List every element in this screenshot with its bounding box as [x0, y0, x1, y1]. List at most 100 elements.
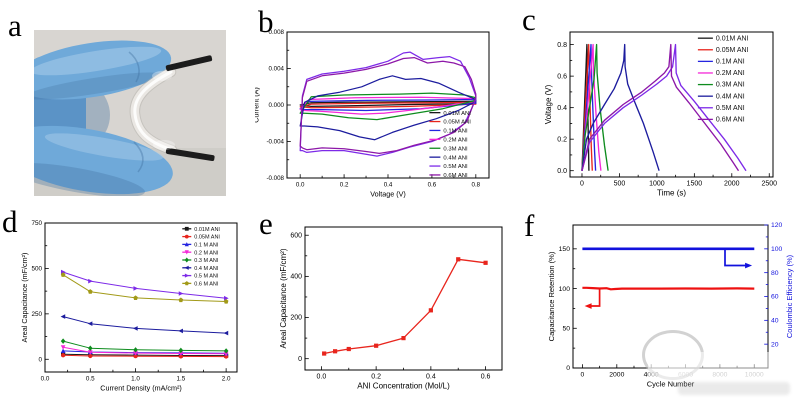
panel-c-label: c [522, 2, 536, 37]
svg-text:Voltage (V): Voltage (V) [370, 190, 406, 199]
svg-text:6000: 6000 [678, 372, 693, 379]
svg-text:Current Density (mA/cm²): Current Density (mA/cm²) [100, 384, 181, 393]
svg-text:120: 120 [771, 222, 783, 229]
svg-text:0.4M ANI: 0.4M ANI [716, 93, 745, 100]
svg-text:0.0: 0.0 [296, 182, 305, 189]
svg-text:20: 20 [771, 341, 779, 348]
svg-text:0: 0 [581, 372, 585, 379]
svg-text:0.1 M ANI: 0.1 M ANI [194, 242, 219, 248]
svg-text:100: 100 [559, 286, 571, 293]
svg-text:0.3 M ANI: 0.3 M ANI [194, 258, 219, 264]
svg-text:0.6M ANI: 0.6M ANI [443, 173, 468, 179]
svg-text:100: 100 [771, 246, 783, 253]
index-finger-shade [24, 72, 164, 100]
svg-text:0.01M ANI: 0.01M ANI [443, 111, 471, 117]
gcd-chart: 0 500 1000 1500 2000 2500 0.0 0.2 0.4 0.6 0.8 Time … [520, 8, 792, 206]
rate-capacitance-chart: 0.0 0.5 1.0 1.5 2.0 0 250 500 750 Current Density… [6, 212, 256, 408]
svg-text:Capacitance Retention (%): Capacitance Retention (%) [547, 251, 556, 341]
svg-text:500: 500 [614, 181, 626, 188]
svg-text:250: 250 [31, 311, 42, 318]
cycling-stability-chart: 0 2000 4000 6000 8000 10000 0 50 100 150 20 40 60 80 1… [520, 212, 800, 408]
svg-text:0.2: 0.2 [557, 136, 567, 143]
svg-text:0.8: 0.8 [472, 182, 481, 189]
svg-text:0.2M ANI: 0.2M ANI [716, 70, 745, 77]
svg-text:50: 50 [562, 325, 570, 332]
electrode-tab-bottom [165, 148, 215, 162]
concentration-capacitance-chart: 0.0 0.2 0.4 0.6 0 200 400 600 ANI Concentration … [260, 212, 514, 408]
svg-text:2000: 2000 [724, 181, 740, 188]
thumb-shade [7, 163, 145, 197]
panel-e-label: e [259, 206, 273, 241]
svg-text:0.05M ANI: 0.05M ANI [443, 120, 471, 126]
svg-text:0.0: 0.0 [317, 374, 327, 381]
fingertip-glare-bottom [153, 140, 175, 150]
svg-text:0.5M ANI: 0.5M ANI [443, 164, 468, 170]
svg-text:0.2: 0.2 [371, 374, 381, 381]
svg-text:0.2: 0.2 [340, 182, 349, 189]
device-photo-svg [0, 30, 226, 197]
svg-text:0.6: 0.6 [428, 182, 437, 189]
device-photo [0, 30, 226, 197]
svg-text:0.1M ANI: 0.1M ANI [716, 58, 745, 65]
svg-text:Current (A): Current (A) [255, 87, 260, 123]
svg-text:0: 0 [38, 356, 42, 363]
svg-text:0.4 M ANI: 0.4 M ANI [194, 266, 219, 272]
fingertip-glare-top [152, 71, 172, 81]
svg-text:150: 150 [559, 246, 571, 253]
svg-text:0.01M ANI: 0.01M ANI [194, 227, 220, 233]
svg-text:0.01M ANI: 0.01M ANI [716, 35, 749, 42]
svg-text:80: 80 [771, 270, 779, 277]
svg-text:0.0: 0.0 [557, 168, 567, 175]
svg-text:0.4: 0.4 [384, 182, 393, 189]
index-finger-highlight [30, 46, 162, 76]
svg-text:0.1M ANI: 0.1M ANI [443, 129, 468, 135]
svg-text:0.5 M ANI: 0.5 M ANI [194, 274, 219, 280]
svg-text:0.6: 0.6 [481, 374, 491, 381]
svg-text:0.3M ANI: 0.3M ANI [443, 146, 468, 152]
svg-text:Voltage (V): Voltage (V) [544, 84, 553, 124]
svg-text:0.4M ANI: 0.4M ANI [443, 155, 468, 161]
svg-text:0.008: 0.008 [269, 29, 285, 36]
panel-b-label: b [258, 4, 274, 39]
svg-text:0.004: 0.004 [269, 66, 285, 73]
svg-text:ANI Concentration (Mol/L): ANI Concentration (Mol/L) [357, 382, 450, 391]
svg-text:2000: 2000 [609, 372, 624, 379]
svg-text:60: 60 [771, 294, 779, 301]
glove-thumb [0, 125, 173, 195]
svg-text:0.6 M ANI: 0.6 M ANI [194, 281, 219, 287]
svg-text:Coulombic Efficiency (%): Coulombic Efficiency (%) [785, 254, 794, 338]
svg-text:Cycle Number: Cycle Number [647, 380, 695, 389]
svg-text:500: 500 [31, 266, 42, 273]
svg-text:0.05M ANI: 0.05M ANI [716, 47, 749, 54]
svg-text:10000: 10000 [745, 372, 764, 379]
flexible-device-highlight [133, 70, 174, 152]
svg-text:0.05M ANI: 0.05M ANI [194, 235, 220, 241]
svg-text:8000: 8000 [712, 372, 727, 379]
svg-text:0.0: 0.0 [41, 376, 50, 383]
svg-text:0.5M ANI: 0.5M ANI [716, 105, 745, 112]
svg-text:0.2 M ANI: 0.2 M ANI [194, 250, 219, 256]
svg-text:Time (s): Time (s) [657, 189, 686, 198]
svg-text:Areal Capacitance (mF/cm²): Areal Capacitance (mF/cm²) [20, 253, 29, 343]
svg-text:0.6: 0.6 [557, 73, 567, 80]
svg-text:-0.008: -0.008 [266, 175, 284, 182]
svg-text:0.6M ANI: 0.6M ANI [716, 116, 745, 123]
svg-text:0.8: 0.8 [557, 42, 567, 49]
svg-text:40: 40 [771, 318, 779, 325]
svg-text:2500: 2500 [761, 181, 777, 188]
cv-chart: 0.0 0.2 0.4 0.6 0.8 -0.008 -0.004 0.000 0.004 0.0… [255, 8, 505, 206]
svg-text:0.4: 0.4 [557, 105, 567, 112]
svg-text:1000: 1000 [649, 181, 665, 188]
svg-text:0: 0 [580, 181, 584, 188]
panel-f-label: f [524, 208, 535, 243]
thumb-knuckle-crease [133, 141, 144, 173]
svg-text:200: 200 [290, 315, 302, 322]
electrode-tab-top [165, 55, 213, 71]
svg-text:0.3M ANI: 0.3M ANI [716, 82, 745, 89]
svg-text:0: 0 [298, 356, 302, 363]
svg-text:750: 750 [31, 220, 42, 227]
svg-text:1.0: 1.0 [131, 376, 140, 383]
panel-a-label: a [8, 8, 22, 43]
svg-text:600: 600 [290, 232, 302, 239]
svg-text:1.5: 1.5 [176, 376, 185, 383]
